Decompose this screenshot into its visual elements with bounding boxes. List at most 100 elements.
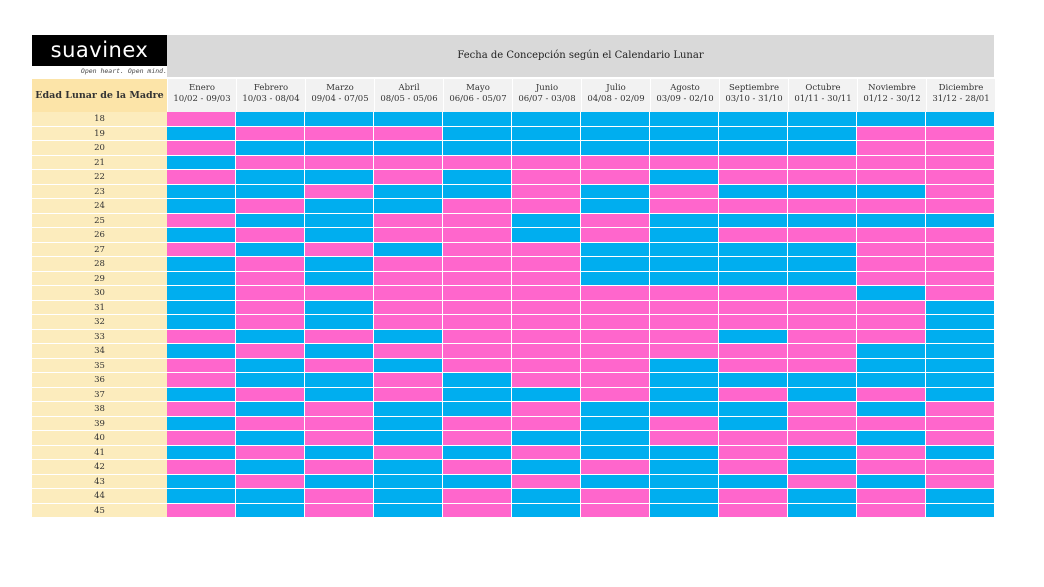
- grid-cell: [719, 112, 788, 127]
- month-name: Septiembre: [728, 83, 780, 93]
- grid-cell: [788, 300, 857, 315]
- age-label: 23: [32, 184, 167, 199]
- grid-cell: [236, 460, 305, 475]
- grid-cell: [926, 271, 995, 286]
- age-label: 21: [32, 155, 167, 170]
- grid-cell: [650, 503, 719, 518]
- grid-cell: [581, 199, 650, 214]
- grid-cell: [788, 155, 857, 170]
- grid-cell: [926, 257, 995, 272]
- grid-cell: [788, 329, 857, 344]
- grid-cell: [167, 126, 236, 141]
- age-label: 30: [32, 286, 167, 301]
- month-header-mayo: Mayo 06/06 - 05/07: [443, 79, 512, 112]
- grid-cell: [443, 358, 512, 373]
- grid-cell: [374, 141, 443, 156]
- grid-cell: [305, 213, 374, 228]
- grid-cell: [926, 358, 995, 373]
- grid-cell: [650, 126, 719, 141]
- grid-cell: [236, 474, 305, 489]
- grid-cell: [788, 416, 857, 431]
- age-label: 36: [32, 373, 167, 388]
- month-header-abril: Abril 08/05 - 05/06: [374, 79, 443, 112]
- grid-cell: [926, 489, 995, 504]
- grid-cell: [305, 402, 374, 417]
- grid-cell: [305, 315, 374, 330]
- grid-cell: [374, 112, 443, 127]
- grid-cell: [167, 358, 236, 373]
- grid-cell: [305, 228, 374, 243]
- grid-cell: [650, 344, 719, 359]
- age-label: 19: [32, 126, 167, 141]
- grid-cell: [236, 402, 305, 417]
- row-header-label: Edad Lunar de la Madre: [32, 79, 167, 112]
- month-range: 10/02 - 09/03: [173, 94, 231, 104]
- grid-cell: [374, 228, 443, 243]
- grid-cell: [857, 503, 926, 518]
- grid-cell: [236, 242, 305, 257]
- grid-cell: [443, 300, 512, 315]
- grid-cell: [581, 112, 650, 127]
- grid-cell: [167, 286, 236, 301]
- grid-cell: [926, 155, 995, 170]
- grid-cell: [374, 460, 443, 475]
- grid-cell: [581, 344, 650, 359]
- grid-cell: [581, 126, 650, 141]
- grid-cell: [719, 184, 788, 199]
- grid-cell: [512, 141, 581, 156]
- grid-cell: [788, 126, 857, 141]
- month-name: Agosto: [670, 83, 700, 93]
- grid-cell: [374, 329, 443, 344]
- grid-cell: [788, 489, 857, 504]
- grid-cell: [512, 431, 581, 446]
- grid-cell: [788, 213, 857, 228]
- grid-cell: [512, 213, 581, 228]
- grid-cell: [650, 431, 719, 446]
- age-label: 40: [32, 431, 167, 446]
- grid-cell: [650, 358, 719, 373]
- month-range: 01/11 - 30/11: [794, 94, 852, 104]
- grid-cell: [719, 373, 788, 388]
- grid-cell: [236, 358, 305, 373]
- grid-cell: [650, 155, 719, 170]
- grid-cell: [719, 228, 788, 243]
- grid-cell: [443, 271, 512, 286]
- grid-cell: [788, 112, 857, 127]
- grid-cell: [857, 445, 926, 460]
- age-label: 37: [32, 387, 167, 402]
- grid-cell: [788, 242, 857, 257]
- grid-cell: [512, 344, 581, 359]
- grid-cell: [512, 460, 581, 475]
- grid-cell: [512, 315, 581, 330]
- grid-cell: [305, 474, 374, 489]
- grid-cell: [719, 199, 788, 214]
- age-label: 27: [32, 242, 167, 257]
- grid-cell: [167, 271, 236, 286]
- grid-cell: [926, 184, 995, 199]
- grid-cell: [926, 170, 995, 185]
- grid-cell: [374, 242, 443, 257]
- grid-cell: [719, 300, 788, 315]
- age-label: 25: [32, 213, 167, 228]
- age-label: 26: [32, 228, 167, 243]
- grid-cell: [650, 112, 719, 127]
- grid-cell: [443, 416, 512, 431]
- grid-cell: [167, 402, 236, 417]
- grid-cell: [443, 387, 512, 402]
- grid-cell: [236, 431, 305, 446]
- grid-cell: [857, 344, 926, 359]
- grid-cell: [443, 402, 512, 417]
- grid-cell: [167, 474, 236, 489]
- grid-cell: [581, 213, 650, 228]
- grid-cell: [926, 344, 995, 359]
- month-header-marzo: Marzo 09/04 - 07/05: [305, 79, 374, 112]
- grid-cell: [581, 286, 650, 301]
- grid-cell: [719, 358, 788, 373]
- grid-cell: [650, 257, 719, 272]
- grid-cell: [167, 416, 236, 431]
- age-label: 24: [32, 199, 167, 214]
- grid-cell: [650, 402, 719, 417]
- grid-cell: [167, 373, 236, 388]
- grid-cell: [926, 474, 995, 489]
- grid-cell: [926, 213, 995, 228]
